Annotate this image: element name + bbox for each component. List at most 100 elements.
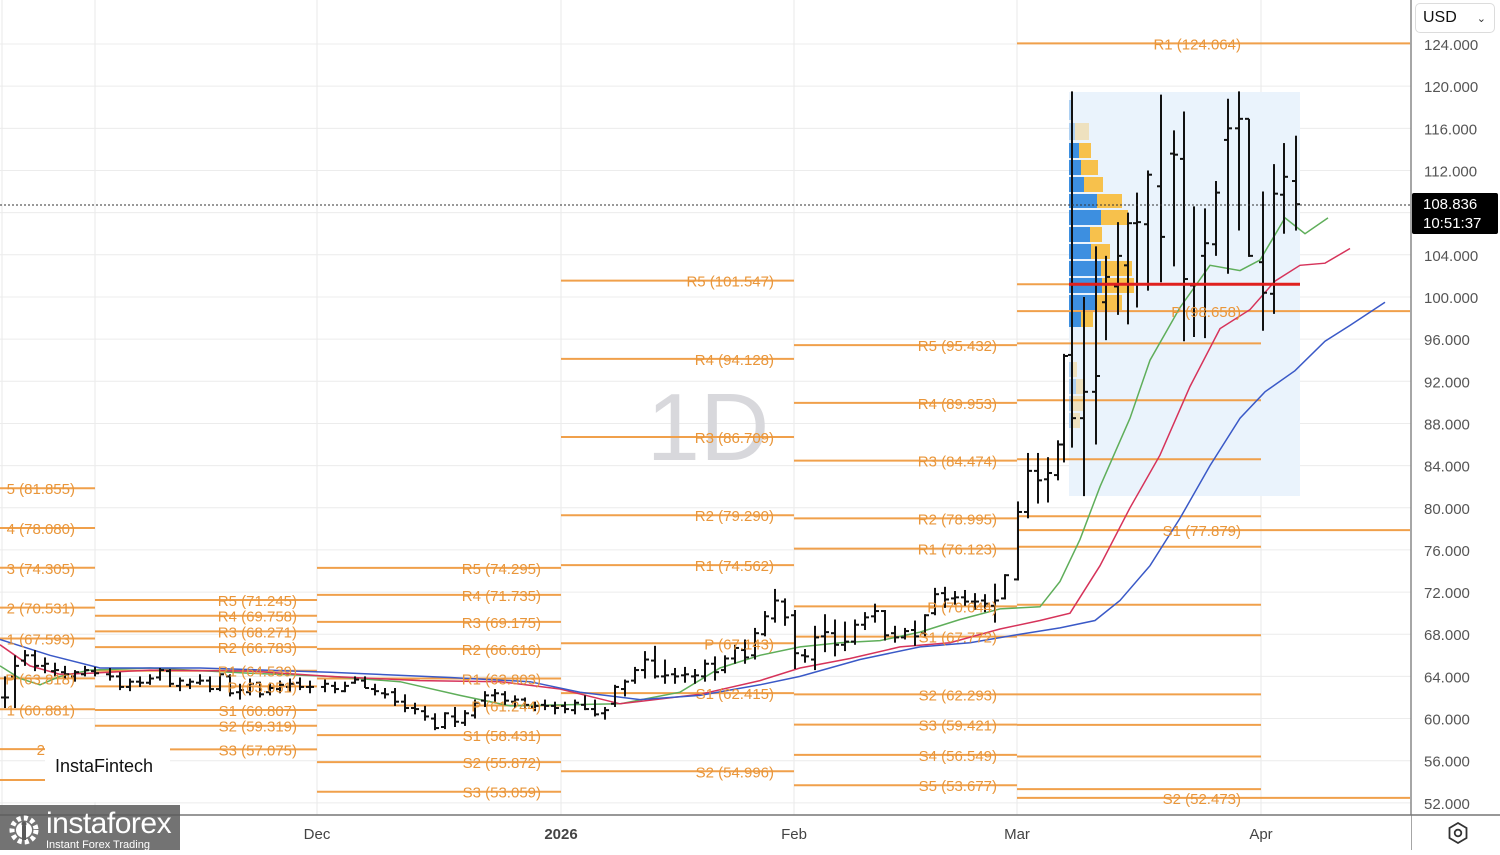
settings-button[interactable] [1445, 820, 1471, 846]
vp-down-bar [1101, 210, 1128, 225]
vp-down-bar [1084, 177, 1103, 192]
pivot-label-s1: S1 (77.879) [1163, 523, 1241, 540]
pivot-label-r1: 1 (67.593) [7, 632, 75, 649]
pivot-label-r4: R4 (89.953) [918, 396, 997, 413]
ma-line [0, 301, 1386, 701]
price-tick-label: 92.000 [1424, 374, 1470, 391]
vp-down-bar [1073, 396, 1083, 411]
currency-select[interactable]: USD ⌄ [1415, 3, 1495, 33]
pivot-label-p: P (98.658) [1171, 304, 1241, 321]
price-tick-label: 80.000 [1424, 501, 1470, 518]
pivot-label-r5: 5 (81.855) [7, 481, 75, 498]
logo-tagline: Instant Forex Trading [46, 838, 150, 851]
pivot-label-r2: R2 (66.616) [462, 642, 541, 659]
pivot-label-r1: R1 (74.562) [695, 558, 774, 575]
vp-down-bar [1090, 227, 1102, 242]
pivot-label-r1: R1 (124.064) [1153, 36, 1241, 53]
vp-down-bar [1097, 295, 1122, 310]
vp-up-bar [1069, 100, 1072, 120]
chevron-down-icon: ⌄ [1476, 12, 1486, 25]
pivot-label-r2: 2 (70.531) [7, 601, 75, 618]
pivot-label-r2: R2 (79.290) [695, 508, 774, 525]
vp-down-bar [1073, 362, 1077, 377]
interval-watermark: 1D [647, 374, 770, 481]
pivot-label-r5: R5 (74.295) [462, 561, 541, 578]
pivot-label-r1: R1 (64.539) [218, 664, 297, 681]
pivot-label-s5: S5 (53.677) [919, 778, 997, 795]
vp-down-bar [1079, 143, 1091, 158]
moving-averages [0, 216, 1386, 707]
time-tick-label: Apr [1249, 826, 1272, 843]
price-tick-label: 100.000 [1424, 290, 1478, 307]
pivot-label-s1: S1 (62.415) [696, 686, 774, 703]
price-tick-label: 124.000 [1424, 37, 1478, 54]
pivot-label-r4: R4 (69.758) [218, 609, 297, 626]
time-tick-label: Dec [304, 826, 331, 843]
price-tick-label: 96.000 [1424, 332, 1470, 349]
price-tick-label: 84.000 [1424, 459, 1470, 476]
pivot-label-r5: R5 (101.547) [686, 274, 774, 291]
pivot-label-r3: 3 (74.305) [7, 561, 75, 578]
pivot-label-s1: S1 (60.807) [219, 703, 297, 720]
last-price-badge: 108.836 10:51:37 [1412, 193, 1498, 234]
vp-down-bar [1073, 413, 1080, 428]
vp-down-bar [1076, 379, 1085, 394]
bar-countdown: 10:51:37 [1423, 215, 1482, 232]
settings-icon [1448, 821, 1468, 845]
pivot-label-p: P (61.244) [471, 698, 541, 715]
pivot-label-s1: 1 (60.881) [7, 702, 75, 719]
vp-down-bar [1075, 123, 1089, 140]
pivot-label-s3: S3 (59.421) [919, 718, 997, 735]
price-tick-label: 52.000 [1424, 796, 1470, 813]
pivot-label-r1: R1 (76.123) [918, 542, 997, 559]
vp-down-bar [1097, 194, 1122, 208]
pivot-label-r5: R5 (95.432) [918, 338, 997, 355]
price-tick-label: 76.000 [1424, 543, 1470, 560]
pivot-label-s2: S2 (59.319) [219, 719, 297, 736]
vp-up-bar [1069, 261, 1101, 276]
price-tick-label: 56.000 [1424, 754, 1470, 771]
pivot-label-p: P (63.818) [5, 671, 75, 688]
price-tick-label: 60.000 [1424, 712, 1470, 729]
pivot-label-p: P (67.143) [704, 636, 774, 653]
pivot-label-r5: R5 (71.245) [218, 593, 297, 610]
price-tick-label: 68.000 [1424, 627, 1470, 644]
gear-logo-icon [9, 815, 39, 844]
pivot-label-r2: R2 (66.783) [218, 640, 297, 657]
pivot-label-r3: R3 (86.709) [695, 430, 774, 447]
pivot-label-s1: S1 (58.431) [463, 728, 541, 745]
time-axis-bg [0, 815, 1411, 850]
pivot-label-p: P (63.051) [227, 679, 297, 696]
price-tick-label: 104.000 [1424, 248, 1478, 265]
currency-value: USD [1423, 9, 1457, 26]
vp-up-bar [1069, 160, 1081, 175]
pivot-label-s4: S4 (56.549) [919, 748, 997, 765]
price-tick-label: 64.000 [1424, 669, 1470, 686]
price-axis[interactable]: 124.000 120.000 116.000 112.000 104.000 100.0… [1424, 37, 1478, 813]
brand-name: InstaFintech [55, 755, 154, 776]
pivot-label-s3: S3 (53.059) [463, 785, 541, 802]
pivot-label-s2: S2 (55.872) [463, 755, 541, 772]
vp-down-bar [1091, 244, 1110, 259]
instaforex-logo[interactable]: instaforex Instant Forex Trading [0, 805, 180, 850]
vp-up-bar [1069, 312, 1081, 327]
pivot-label-s2: S2 (62.293) [919, 687, 997, 704]
price-tick-label: 120.000 [1424, 79, 1478, 96]
ma-line [0, 247, 1351, 705]
pivot-label-p: P (70.644) [927, 599, 997, 616]
brand-watermark: InstaFintech [45, 730, 170, 802]
pivot-label-r4: R4 (71.735) [462, 588, 541, 605]
pivot-label-r2: R2 (78.995) [918, 511, 997, 528]
price-tick-label: 88.000 [1424, 416, 1470, 433]
ohlc-bars [1, 91, 1300, 731]
pivot-label-r4: R4 (94.128) [695, 352, 774, 369]
vp-down-bar [1081, 312, 1093, 327]
price-axis-bg [1411, 0, 1500, 850]
time-axis[interactable]: Dec 2026 Feb Mar Apr [304, 826, 1273, 843]
pivot-label-s1: S1 (67.772) [919, 630, 997, 647]
pivot-label-r4: 4 (78.080) [7, 521, 75, 538]
pivot-label-s3: S3 (57.075) [219, 742, 297, 759]
price-tick-label: 72.000 [1424, 585, 1470, 602]
vp-up-bar [1069, 244, 1091, 259]
